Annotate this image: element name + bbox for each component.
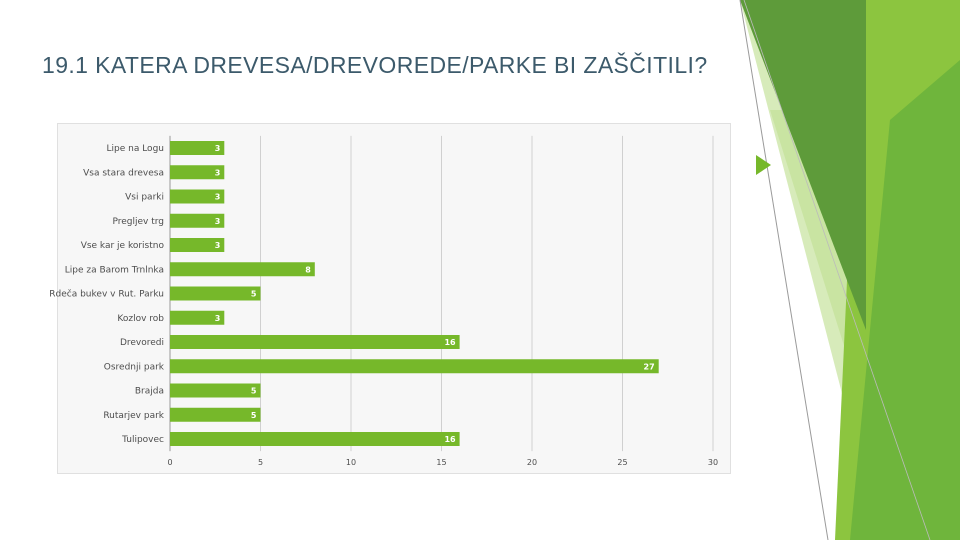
x-tick-label: 25 bbox=[617, 458, 627, 467]
x-tick-label: 5 bbox=[258, 458, 263, 467]
bar bbox=[170, 335, 460, 349]
value-label: 8 bbox=[305, 265, 311, 274]
bar bbox=[170, 432, 460, 446]
value-label: 3 bbox=[215, 314, 221, 323]
value-label: 27 bbox=[644, 362, 655, 371]
deco-shape-mid bbox=[850, 60, 960, 540]
x-tick-label: 20 bbox=[527, 458, 537, 467]
deco-line bbox=[743, 0, 931, 540]
bar bbox=[170, 383, 261, 398]
x-tick-label: 15 bbox=[436, 458, 446, 467]
value-label: 3 bbox=[215, 241, 221, 250]
bar bbox=[170, 213, 225, 228]
value-label: 3 bbox=[215, 217, 221, 226]
category-label: Drevoredi bbox=[120, 338, 164, 348]
category-label: Lipe na Logu bbox=[107, 144, 165, 154]
category-label: Vse kar je koristno bbox=[81, 241, 165, 251]
deco-shape-dark bbox=[740, 0, 866, 330]
bar bbox=[170, 310, 225, 325]
category-label: Lipe za Barom Trnlnka bbox=[65, 265, 164, 275]
category-label: Kozlov rob bbox=[117, 314, 164, 324]
value-label: 16 bbox=[444, 435, 456, 444]
value-label: 5 bbox=[251, 290, 257, 299]
bar bbox=[170, 407, 261, 422]
deco-line bbox=[739, 0, 829, 540]
x-tick-label: 30 bbox=[708, 458, 718, 467]
value-label: 16 bbox=[444, 338, 456, 347]
category-label: Pregljev trg bbox=[112, 217, 164, 227]
bar bbox=[170, 286, 261, 301]
bar bbox=[170, 165, 225, 180]
category-label: Vsa stara drevesa bbox=[83, 168, 164, 178]
bar bbox=[170, 189, 225, 204]
bullet-arrow bbox=[756, 155, 771, 175]
category-label: Vsi parki bbox=[125, 193, 164, 203]
value-label: 3 bbox=[215, 168, 221, 177]
x-tick-label: 0 bbox=[167, 458, 172, 467]
slide-title: 19.1 KATERA DREVESA/DREVOREDE/PARKE BI Z… bbox=[42, 52, 708, 78]
bar bbox=[170, 238, 225, 252]
bar bbox=[170, 141, 225, 155]
category-label: Osrednji park bbox=[104, 362, 165, 372]
x-tick-label: 10 bbox=[346, 458, 356, 467]
chart-frame bbox=[57, 123, 731, 474]
value-label: 3 bbox=[215, 193, 221, 202]
value-label: 5 bbox=[251, 387, 257, 396]
value-label: 5 bbox=[251, 411, 257, 420]
category-label: Rdeča bukev v Rut. Parku bbox=[49, 289, 164, 300]
bar bbox=[170, 359, 659, 374]
value-label: 3 bbox=[215, 144, 221, 153]
category-label: Tulipovec bbox=[121, 435, 164, 445]
bar bbox=[170, 262, 315, 277]
category-label: Brajda bbox=[135, 387, 164, 397]
category-label: Rutarjev park bbox=[103, 411, 164, 421]
